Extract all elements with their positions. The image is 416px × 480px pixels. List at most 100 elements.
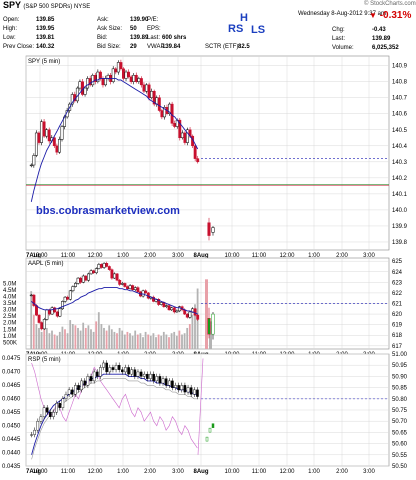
quote-label: Ask Size: [97, 26, 123, 32]
change-pct: ▼ -0.31% [369, 10, 412, 21]
volume-bar [45, 327, 48, 349]
quote-value: 139.84 [162, 44, 181, 50]
candle [164, 378, 168, 386]
candle [133, 287, 137, 290]
y-tick-label-left: 0.0460 [2, 397, 21, 403]
candle [145, 84, 148, 92]
candle [133, 369, 137, 377]
candle [127, 71, 131, 78]
y-tick-label-left: 0.0435 [2, 464, 21, 470]
y-tick-label-left: 0.0445 [2, 437, 21, 443]
volume-bar [79, 330, 82, 349]
volume-tick-label: 4.0M [3, 294, 16, 300]
volume-tick-label: 3.0M [3, 308, 16, 314]
y-tick-label: 624 [392, 270, 403, 276]
candle [165, 305, 168, 307]
volume-bar [113, 331, 116, 349]
candle [74, 283, 77, 287]
candle [160, 110, 164, 118]
candle [193, 145, 197, 159]
candle [149, 373, 152, 379]
quote-label: Low: [3, 35, 16, 41]
x-tick-label: 3:00 [363, 253, 375, 259]
volume-bar [90, 329, 92, 349]
volume-tick-label: 2.5M [3, 314, 16, 320]
candle [58, 308, 62, 317]
candle [100, 264, 103, 268]
candle [80, 380, 83, 391]
volume-bar [131, 335, 134, 349]
y-tick-label: 622 [392, 291, 403, 297]
candle [157, 97, 161, 111]
ma-line [31, 373, 198, 455]
quote-label: Chg: [332, 27, 345, 33]
candle [29, 164, 33, 167]
volume-bar [194, 304, 196, 349]
candle [123, 283, 127, 287]
candle [104, 78, 107, 86]
volume-bar [170, 333, 173, 349]
y-tick-label: 50.90 [392, 374, 408, 380]
candle [157, 299, 161, 305]
volume-bar [64, 329, 66, 349]
volume-bar [74, 325, 77, 349]
volume-bar [149, 335, 152, 349]
candle [42, 407, 46, 417]
candle [55, 311, 59, 317]
candle [124, 367, 127, 373]
y-tick-label: 140.4 [392, 144, 408, 150]
watermark-url: bbs.cobrasmarketview.com [36, 205, 180, 217]
volume-tick-label: 1.5M [3, 327, 16, 333]
candle [111, 68, 115, 82]
quote-value: 50 [130, 26, 137, 32]
quote-value: 139.95 [36, 26, 55, 32]
y-tick-label: 140.6 [392, 112, 408, 118]
candle [98, 71, 102, 79]
candle [39, 416, 43, 422]
candle [92, 371, 96, 382]
candle [55, 403, 58, 413]
volume-bar [100, 324, 103, 349]
candle [178, 119, 182, 139]
candle [32, 294, 36, 306]
panel-title: RSP (5 min) [28, 357, 61, 363]
x-tick-label: 11:00 [252, 253, 267, 259]
candle [86, 78, 90, 89]
volume-bar [188, 324, 191, 349]
y-tick-label: 51.00 [392, 352, 408, 358]
candle [97, 264, 101, 269]
x-tick-label: 1:00 [117, 253, 129, 259]
candle [37, 314, 41, 323]
candle [30, 434, 33, 436]
volume-bar [92, 331, 95, 349]
candle [66, 296, 70, 300]
quote-value: 139.85 [36, 17, 55, 23]
candle [68, 290, 72, 300]
volume-bar [95, 321, 98, 349]
y-tick-label-left: 0.0450 [2, 424, 21, 430]
volume-bar [129, 333, 131, 349]
candle [40, 322, 44, 330]
volume-bar [191, 314, 194, 349]
candle [208, 427, 212, 433]
volume-tick-label: 1.0M [3, 334, 16, 340]
volume-bar [147, 334, 150, 349]
volume-bar [43, 324, 46, 349]
quote-label: VWAP: [147, 44, 167, 50]
candle [117, 365, 121, 370]
candle [144, 290, 148, 294]
sctr-value: 82.5 [238, 44, 250, 50]
volume-bar [152, 333, 155, 349]
volume-bar [183, 333, 186, 349]
candle [183, 132, 187, 143]
volume-bar [144, 331, 147, 349]
candle [128, 285, 132, 289]
candle [95, 371, 99, 377]
candle [185, 313, 189, 318]
candle [170, 307, 174, 311]
x-tick-label: 2:00 [336, 469, 348, 475]
candle [71, 286, 75, 292]
candle [84, 275, 88, 281]
volume-bar [160, 335, 163, 349]
sctr-label: SCTR (ETF): [205, 44, 240, 50]
